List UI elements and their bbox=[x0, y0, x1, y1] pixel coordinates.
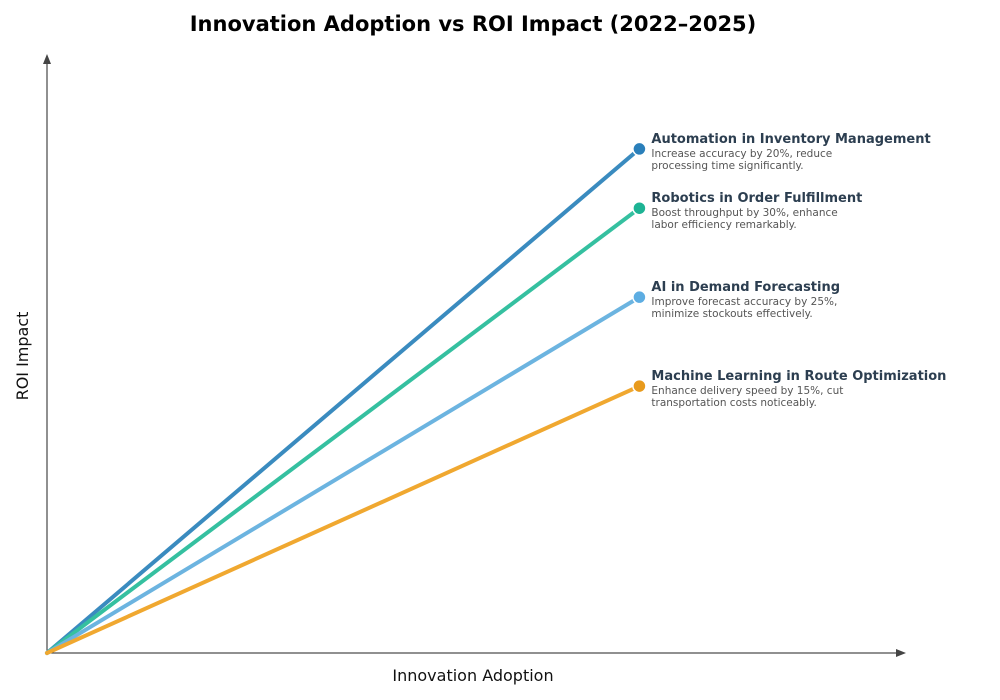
series-description-3-line-0: Enhance delivery speed by 15%, cut bbox=[651, 385, 843, 397]
series-layer: Automation in Inventory ManagementIncrea… bbox=[45, 132, 946, 655]
series-line-0 bbox=[45, 146, 642, 655]
axes bbox=[43, 54, 906, 657]
series-description-0-line-1: processing time significantly. bbox=[651, 160, 803, 172]
series-description-0-line-0: Increase accuracy by 20%, reduce bbox=[651, 148, 832, 160]
x-axis-label: Innovation Adoption bbox=[392, 666, 553, 685]
series-0: Automation in Inventory ManagementIncrea… bbox=[45, 132, 931, 655]
series-description-2-line-1: minimize stockouts effectively. bbox=[651, 308, 812, 320]
series-end-marker-2 bbox=[632, 289, 647, 305]
series-description-2-line-0: Improve forecast accuracy by 25%, bbox=[651, 296, 837, 308]
series-end-marker-1 bbox=[632, 200, 647, 216]
chart-title: Innovation Adoption vs ROI Impact (2022–… bbox=[190, 12, 757, 36]
series-end-marker-0 bbox=[632, 141, 647, 157]
series-end-marker-3 bbox=[632, 378, 647, 394]
x-axis-arrow bbox=[896, 649, 906, 657]
series-description-1-line-0: Boost throughput by 30%, enhance bbox=[651, 207, 837, 219]
series-description-3-line-1: transportation costs noticeably. bbox=[651, 397, 816, 409]
series-label-3: Machine Learning in Route Optimization bbox=[651, 369, 946, 384]
series-line-1 bbox=[45, 206, 642, 655]
y-axis-label: ROI Impact bbox=[13, 312, 32, 401]
series-label-2: AI in Demand Forecasting bbox=[651, 280, 840, 295]
series-line-3 bbox=[45, 384, 642, 655]
series-label-0: Automation in Inventory Management bbox=[651, 132, 930, 147]
series-label-1: Robotics in Order Fulfillment bbox=[651, 191, 862, 206]
y-axis-arrow bbox=[43, 54, 51, 64]
series-description-1-line-1: labor efficiency remarkably. bbox=[651, 219, 796, 231]
series-line-2 bbox=[45, 295, 642, 655]
series-3: Machine Learning in Route OptimizationEn… bbox=[45, 369, 946, 655]
